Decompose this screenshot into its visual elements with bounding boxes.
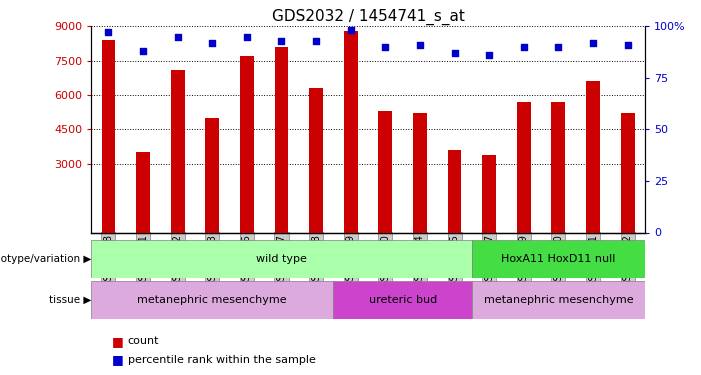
Bar [586, 81, 600, 232]
Bar [205, 118, 219, 232]
Text: ■: ■ [112, 354, 124, 366]
Point [518, 44, 529, 50]
Bar [482, 154, 496, 232]
Point [484, 52, 495, 58]
Text: wild type: wild type [256, 254, 307, 264]
Point [276, 38, 287, 44]
Point [241, 34, 252, 40]
Point [587, 40, 599, 46]
Title: GDS2032 / 1454741_s_at: GDS2032 / 1454741_s_at [271, 9, 465, 25]
Bar [413, 113, 427, 232]
Bar [552, 102, 565, 232]
Bar [91, 281, 334, 319]
Bar [448, 150, 461, 232]
Point [345, 27, 356, 33]
Point [172, 34, 183, 40]
Bar [91, 240, 472, 278]
Point [311, 38, 322, 44]
Bar [240, 56, 254, 232]
Text: tissue ▶: tissue ▶ [49, 295, 91, 305]
Bar [472, 240, 645, 278]
Point [449, 50, 460, 56]
Point [103, 30, 114, 36]
Bar [343, 31, 358, 232]
Bar [472, 281, 645, 319]
Bar [275, 47, 288, 232]
Bar [620, 113, 634, 232]
Point [414, 42, 426, 48]
Bar [136, 152, 150, 232]
Text: count: count [128, 336, 159, 346]
Text: genotype/variation ▶: genotype/variation ▶ [0, 254, 91, 264]
Bar [517, 102, 531, 232]
Point [622, 42, 633, 48]
Text: metanephric mesenchyme: metanephric mesenchyme [484, 295, 633, 305]
Point [553, 44, 564, 50]
Bar [171, 70, 184, 232]
Text: metanephric mesenchyme: metanephric mesenchyme [137, 295, 287, 305]
Bar [334, 281, 472, 319]
Text: ureteric bud: ureteric bud [369, 295, 437, 305]
Point [380, 44, 391, 50]
Bar [309, 88, 323, 232]
Bar [102, 40, 116, 232]
Point [137, 48, 149, 54]
Text: HoxA11 HoxD11 null: HoxA11 HoxD11 null [501, 254, 615, 264]
Bar [379, 111, 393, 232]
Text: ■: ■ [112, 335, 124, 348]
Point [207, 40, 218, 46]
Text: percentile rank within the sample: percentile rank within the sample [128, 355, 315, 365]
